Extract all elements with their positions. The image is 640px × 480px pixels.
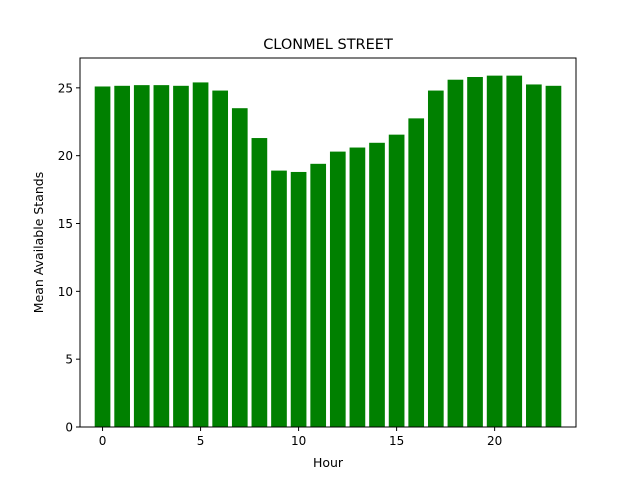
bar-hour-17 [427, 90, 444, 427]
bar-hour-9 [271, 170, 287, 428]
bar-hour-23 [545, 85, 562, 427]
bar-hour-8 [251, 138, 268, 427]
y-tick-label: 5 [65, 353, 73, 367]
bar-hour-5 [192, 82, 209, 427]
x-axis-ticks: 0 5 10 15 20 [99, 427, 502, 448]
bar-hour-16 [408, 118, 425, 428]
bar-hour-13 [349, 147, 366, 428]
y-tick-label: 15 [58, 217, 73, 231]
y-tick-label: 25 [58, 81, 73, 95]
plot-frame [79, 57, 577, 428]
bar-hour-0 [94, 86, 111, 428]
bar-hour-1 [114, 85, 130, 427]
bar-hour-6 [212, 90, 229, 427]
bar-hour-15 [388, 134, 405, 427]
x-tick-label: 10 [291, 434, 306, 448]
bar-hour-12 [329, 151, 346, 427]
bar-hour-20 [486, 75, 503, 427]
x-axis-label: Hour [313, 455, 344, 470]
bar-hour-7 [231, 108, 248, 427]
y-tick-label: 10 [58, 285, 73, 299]
bar-hour-22 [526, 84, 542, 427]
bar-hour-3 [153, 85, 170, 427]
bar-hour-18 [447, 79, 464, 428]
bar-hour-10 [290, 171, 307, 427]
bars [94, 75, 562, 428]
y-axis-label: Mean Available Stands [31, 172, 46, 313]
x-tick-label: 0 [99, 434, 107, 448]
x-tick-label: 15 [389, 434, 404, 448]
bar-hour-21 [506, 75, 523, 427]
bar-hour-4 [173, 85, 189, 427]
bar-hour-11 [310, 163, 327, 428]
y-tick-label: 20 [58, 149, 73, 163]
x-tick-label: 20 [487, 434, 502, 448]
y-axis-ticks: 0 5 10 15 20 25 [58, 81, 80, 435]
x-tick-label: 5 [197, 434, 205, 448]
bar-hour-2 [133, 85, 150, 427]
y-tick-label: 0 [65, 421, 73, 435]
chart-title: CLONMEL STREET [263, 37, 393, 53]
bar-hour-14 [369, 142, 385, 427]
bar-hour-19 [467, 76, 483, 427]
